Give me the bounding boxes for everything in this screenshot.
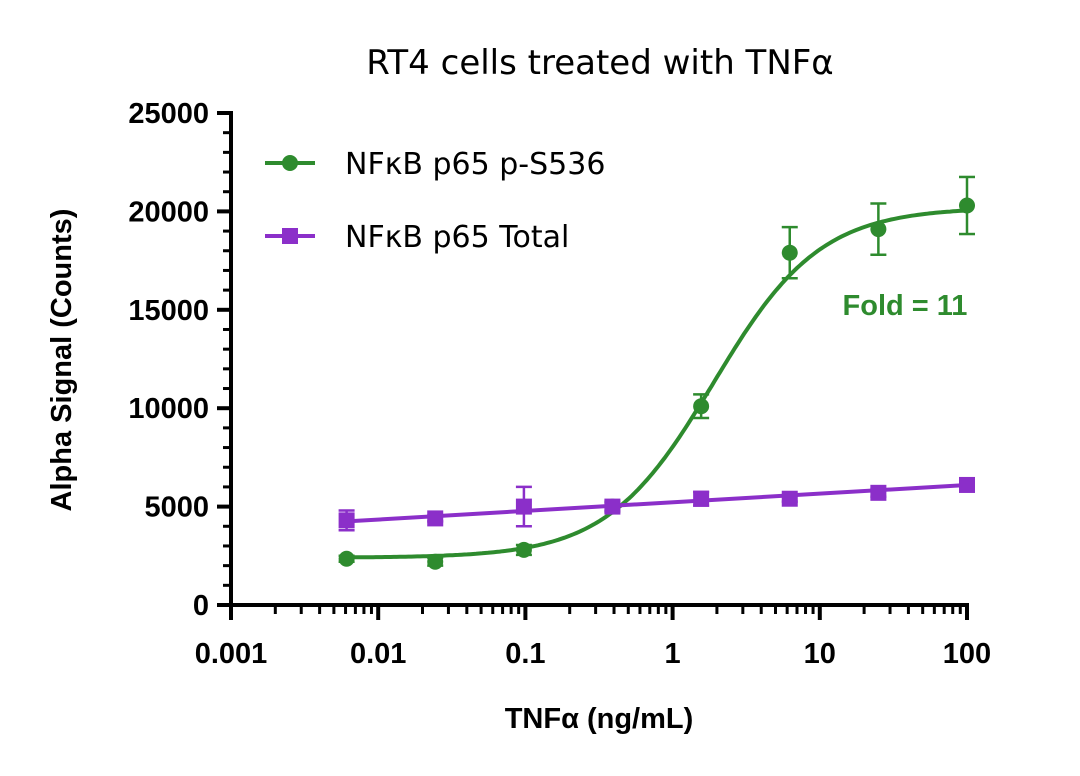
data-point <box>338 550 355 567</box>
y-tick-label: 20000 <box>128 196 209 228</box>
x-tick-label: 100 <box>943 638 991 670</box>
x-axis-label: TNFα (ng/mL) <box>505 703 694 735</box>
y-tick-label: 0 <box>193 590 209 622</box>
data-point <box>604 498 621 515</box>
x-tick-label: 1 <box>665 638 681 670</box>
chart-title: RT4 cells treated with TNFα <box>366 43 833 83</box>
y-axis-label: Alpha Signal (Counts) <box>46 209 78 512</box>
y-tick-label: 25000 <box>128 98 209 130</box>
fit-curve <box>346 208 965 560</box>
series-phospho <box>338 175 975 570</box>
y-tick-label: 5000 <box>144 492 209 524</box>
plot-area <box>338 175 975 570</box>
fit-curve <box>346 483 968 524</box>
axes: 0 5000 10000 15000 20000 25000 0.001 0.01 0.1 1 10… <box>128 98 991 670</box>
data-point <box>338 512 355 529</box>
legend-label: NFκB p65 Total <box>345 220 569 255</box>
legend-label: NFκB p65 p-S536 <box>345 147 605 182</box>
legend: NFκB p65 p-S536 NFκB p65 Total <box>265 147 605 255</box>
data-point <box>515 541 532 558</box>
x-tick-label: 0.001 <box>195 638 268 670</box>
legend-marker <box>282 228 298 244</box>
data-point <box>693 490 710 507</box>
y-tick-label: 10000 <box>128 393 209 425</box>
y-tick-label: 15000 <box>128 295 209 327</box>
x-tick-label: 0.1 <box>505 638 545 670</box>
data-point <box>427 553 444 570</box>
legend-item: NFκB p65 p-S536 <box>265 147 605 182</box>
data-point <box>515 498 532 515</box>
fold-annotation: Fold = 11 <box>843 290 968 322</box>
x-tick-label: 10 <box>804 638 836 670</box>
data-point <box>781 490 798 507</box>
data-point <box>870 221 887 238</box>
data-point <box>427 510 444 527</box>
data-point <box>693 398 710 415</box>
series-total <box>338 476 975 532</box>
legend-marker <box>282 155 298 171</box>
data-point <box>870 484 887 501</box>
x-tick-label: 0.01 <box>350 638 406 670</box>
legend-item: NFκB p65 Total <box>265 220 569 255</box>
data-point <box>959 476 975 493</box>
data-point <box>781 244 798 261</box>
data-point <box>959 197 975 214</box>
